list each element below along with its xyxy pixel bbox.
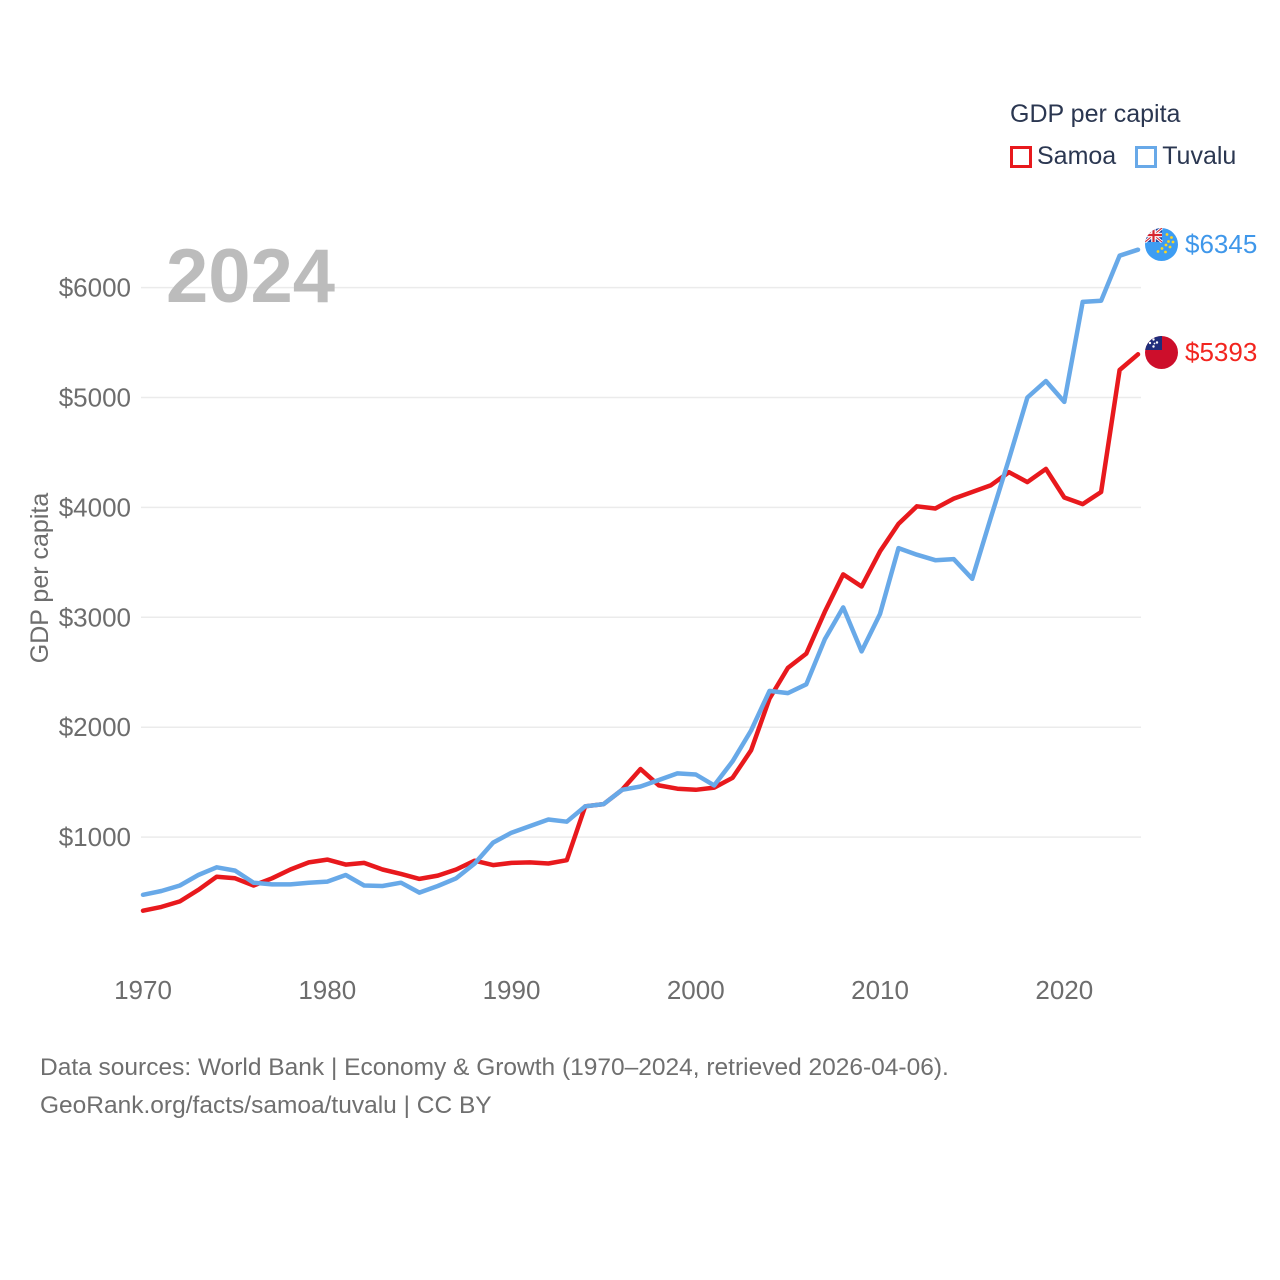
end-label-samoa: $5393 [1145,335,1257,369]
chart-legend: GDP per capita Samoa Tuvalu [1010,100,1236,171]
legend-label-tuvalu: Tuvalu [1162,142,1237,170]
legend-items: Samoa Tuvalu [1010,142,1236,171]
x-tick-1990: 1990 [483,975,541,1005]
x-tick-2010: 2010 [851,975,909,1005]
x-tick-2000: 2000 [667,975,725,1005]
x-tick-1970: 1970 [114,975,172,1005]
samoa-flag-icon [1145,335,1178,369]
x-tick-1980: 1980 [298,975,356,1005]
y-tick-3000: $3000 [59,602,131,632]
tuvalu-series-swatch-icon [1135,145,1158,168]
legend-item-samoa[interactable]: Samoa [1010,142,1116,171]
y-tick-6000: $6000 [59,273,131,303]
legend-item-tuvalu[interactable]: Tuvalu [1135,142,1236,171]
footer-attribution: GeoRank.org/facts/samoa/tuvalu | CC BY [40,1092,492,1119]
end-label-tuvalu: $6345 [1145,227,1257,261]
footer-data-sources: Data sources: World Bank | Economy & Gro… [40,1054,949,1081]
x-tick-2020: 2020 [1035,975,1093,1005]
samoa-end-value: $5393 [1185,336,1258,367]
y-tick-5000: $5000 [59,383,131,413]
year-watermark: 2024 [166,234,335,319]
samoa-series-swatch-icon [1010,145,1032,168]
legend-label-samoa: Samoa [1037,142,1117,170]
y-tick-4000: $4000 [59,492,131,522]
tuvalu-flag-icon [1145,227,1178,261]
y-axis-title: GDP per capita [26,493,54,664]
legend-title: GDP per capita [1010,100,1181,128]
samoa-line [140,352,1141,913]
y-tick-2000: $2000 [59,712,131,742]
footer: Data sources: World Bank | Economy & Gro… [40,1049,949,1125]
tuvalu-line [140,247,1141,898]
y-tick-1000: $1000 [59,822,131,852]
tuvalu-end-value: $6345 [1185,228,1258,259]
